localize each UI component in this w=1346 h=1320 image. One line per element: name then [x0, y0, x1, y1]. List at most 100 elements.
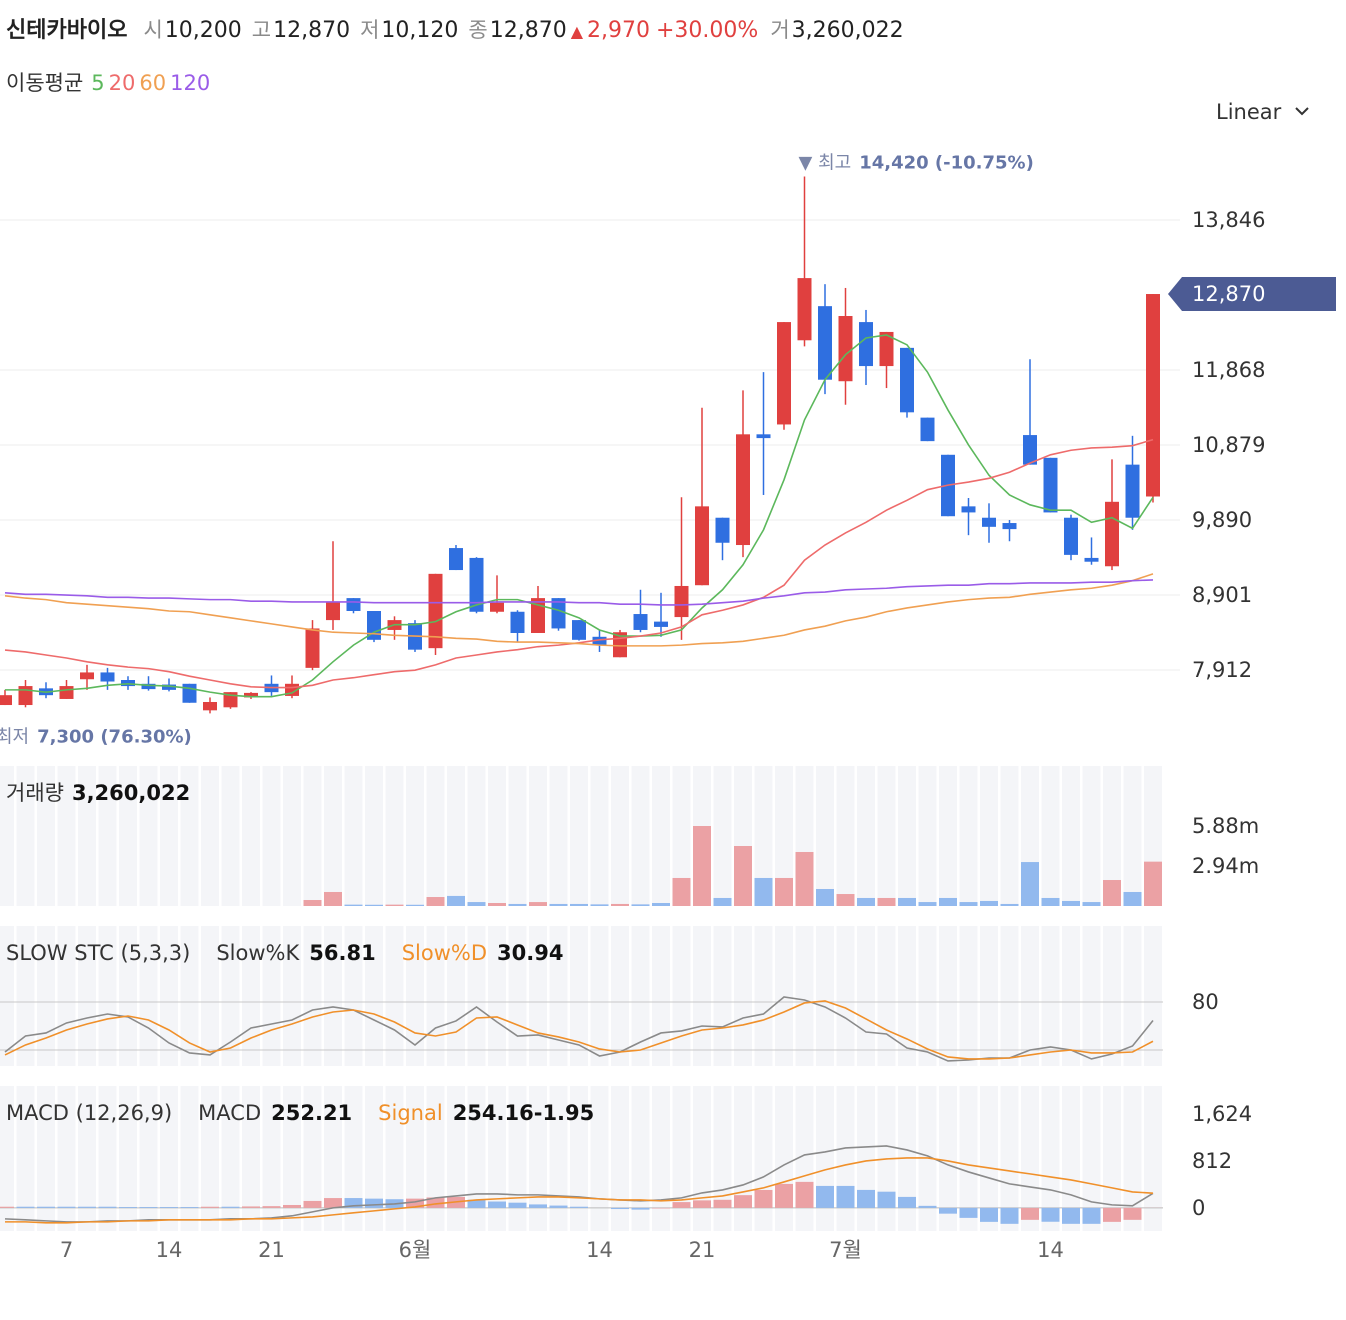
- candle-body: [900, 347, 914, 413]
- column-bg: [754, 926, 773, 1066]
- histogram-bar: [98, 1206, 117, 1208]
- column-bg: [816, 766, 834, 906]
- column-bg: [959, 926, 978, 1066]
- column-bg: [590, 1086, 609, 1231]
- column-bg: [201, 1086, 219, 1231]
- legend-entry: 120: [170, 71, 210, 95]
- column-bg: [611, 1086, 629, 1231]
- column-bg: [1123, 1086, 1142, 1231]
- volume-bar: [426, 897, 445, 906]
- candle-body: [244, 692, 258, 698]
- column-bg: [816, 926, 834, 1066]
- candle-body: [1146, 294, 1160, 497]
- legend: SLOW STC (5,3,3) Slow%K 56.81 Slow%D 30.94: [6, 941, 563, 965]
- candle-body: [18, 686, 33, 706]
- histogram-bar: [631, 1207, 650, 1210]
- column-bg: [1082, 926, 1101, 1066]
- column-bg: [221, 766, 240, 906]
- column-bg: [139, 766, 158, 906]
- y-tick-label: 812: [1192, 1149, 1232, 1173]
- column-bg: [1041, 766, 1060, 906]
- column-bg: [98, 926, 117, 1066]
- volume-bar: [877, 897, 896, 906]
- column-bg: [98, 1086, 117, 1231]
- histogram-bar: [1062, 1207, 1080, 1224]
- column-bg: [836, 1086, 855, 1231]
- column-bg: [734, 1086, 752, 1231]
- column-bg: [857, 926, 875, 1066]
- candle-body: [0, 695, 12, 706]
- column-bg: [385, 766, 404, 906]
- column-bg: [611, 926, 629, 1066]
- legend-name: Slow%K: [216, 941, 300, 965]
- change: 2,970: [587, 18, 650, 43]
- histogram-bar: [426, 1197, 445, 1208]
- quote-value: 10,120: [381, 18, 459, 43]
- histogram-bar: [467, 1199, 486, 1208]
- candle-body: [859, 322, 873, 367]
- histogram-bar: [57, 1206, 76, 1208]
- volume-bar: [1082, 902, 1101, 906]
- column-bg: [242, 1086, 260, 1231]
- column-bg: [775, 766, 793, 906]
- candle-body: [982, 517, 996, 527]
- change-arrow: ▲: [570, 22, 584, 41]
- line: [4, 1000, 1154, 1060]
- stock-name: 신테카바이오: [6, 18, 128, 43]
- histogram-bar: [262, 1206, 281, 1208]
- histogram-bar: [836, 1185, 855, 1208]
- line: [4, 438, 1154, 689]
- column-bg: [160, 926, 178, 1066]
- histogram-bar: [857, 1189, 875, 1208]
- volume-bar: [365, 904, 383, 906]
- column-bg: [180, 766, 199, 906]
- histogram-bar: [775, 1183, 793, 1208]
- column-bg: [283, 1086, 301, 1231]
- y-tick-label: 10,879: [1192, 433, 1265, 457]
- quote-value: 12,870: [489, 18, 567, 43]
- y-tick-label: 0: [1192, 1196, 1205, 1220]
- column-bg: [1103, 766, 1121, 906]
- column-bg: [857, 1086, 875, 1231]
- histogram-bar: [1021, 1207, 1039, 1220]
- column-bg: [447, 926, 465, 1066]
- column-bg: [201, 926, 219, 1066]
- column-bg: [1082, 1086, 1101, 1231]
- y-tick-label: 2.94m: [1192, 854, 1259, 878]
- scale-menu[interactable]: Linear: [1216, 100, 1282, 124]
- column-bg: [119, 926, 137, 1066]
- histogram-bar: [303, 1200, 322, 1208]
- column-bg: [406, 1086, 424, 1231]
- column-bg: [795, 926, 814, 1066]
- quote-key: 종: [468, 18, 488, 42]
- candle-body: [162, 684, 176, 690]
- column-bg: [0, 766, 14, 906]
- histogram-bar: [37, 1206, 55, 1208]
- extreme-marker: 최저 7,300 (76.30%): [0, 726, 192, 747]
- candle-body: [141, 683, 156, 690]
- volume-bar: [857, 897, 875, 906]
- ma-legend: 이동평균 5 20 60 120: [6, 71, 210, 95]
- volume-bar: [447, 895, 465, 906]
- candle-body: [551, 598, 566, 629]
- column-bg: [1000, 1086, 1019, 1231]
- column-bg: [631, 926, 650, 1066]
- x-tick-label: 7월: [829, 1238, 862, 1262]
- volume-bar: [385, 904, 404, 906]
- column-bg: [447, 766, 465, 906]
- column-bg: [78, 766, 96, 906]
- menu-chevron[interactable]: [1295, 107, 1309, 116]
- histogram-bar: [795, 1181, 814, 1208]
- candle-body: [428, 573, 443, 649]
- volume-bar: [344, 904, 363, 906]
- x-tick-label: 14: [1037, 1238, 1064, 1262]
- column-bg: [1103, 1086, 1121, 1231]
- column-bg: [836, 926, 855, 1066]
- column-bg: [549, 1086, 568, 1231]
- volume-bar: [795, 851, 814, 906]
- volume-bar: [508, 903, 527, 906]
- histogram-bar: [877, 1191, 896, 1208]
- column-bg: [570, 926, 588, 1066]
- candle-body: [920, 417, 935, 442]
- legend-title: 이동평균: [6, 71, 83, 95]
